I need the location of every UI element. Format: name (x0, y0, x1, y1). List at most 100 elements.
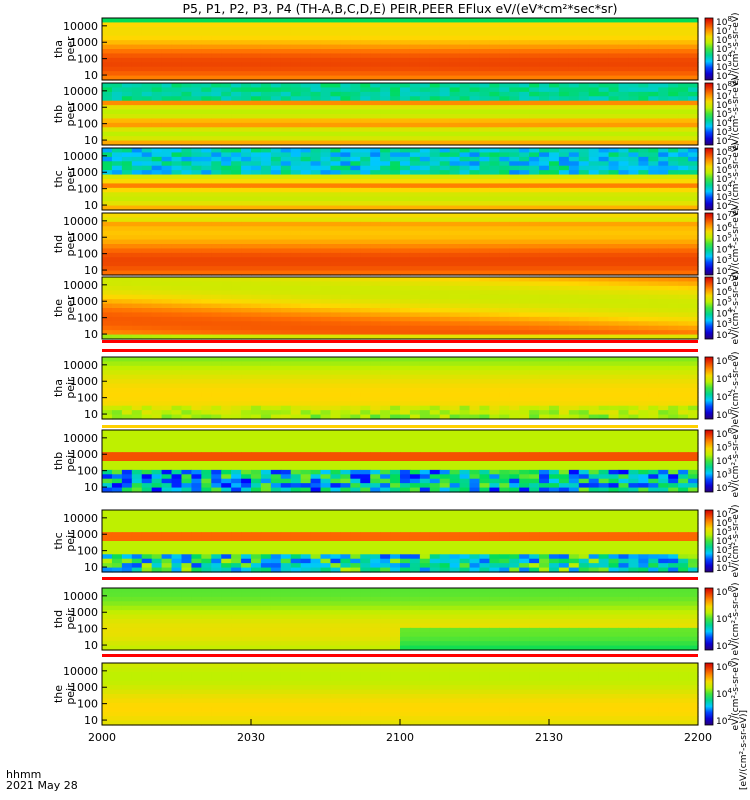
panel-label: thapeir (52, 377, 77, 399)
colorbar-tick-exponent: 5 (727, 107, 731, 115)
colorbar-label: eV/(cm²-s-sr-eV) (731, 504, 741, 577)
y-tick-label: 1000 (70, 231, 98, 244)
y-tick-label: 100 (77, 312, 98, 325)
y-tick-label: 10000 (63, 512, 98, 525)
colorbar-tick-exponent: 4 (727, 181, 732, 189)
colorbar-tick-exponent: 7 (727, 210, 731, 218)
panel-probe-label: thc (52, 170, 65, 187)
y-tick-label: 10000 (63, 665, 98, 678)
panel-the-peir: 10 100 1000 10000 thepeir 102 104 106 eV/(cm²-s-… (52, 657, 741, 730)
panel-thd-peir: 10 100 1000 10000 thdpeir 102 104 106 eV/(cm²-s-… (52, 582, 741, 655)
y-tick-label: 100 (77, 118, 98, 131)
panel-label: thepeer (52, 295, 77, 321)
y-tick-label: 10000 (63, 85, 98, 98)
panel-label: thdpeer (52, 231, 77, 257)
y-tick-label: 1000 (70, 166, 98, 179)
y-tick-label: 1000 (70, 295, 98, 308)
x-tick-label: 2100 (386, 731, 414, 744)
colorbar (704, 587, 714, 651)
panel-thc-peer: 10100100010000thcpeer1021031041051061071… (52, 142, 741, 215)
panel-frame (101, 82, 699, 146)
colorbar-tick-exponent: 4 (727, 306, 732, 314)
colorbar-tick-exponent: 4 (727, 454, 732, 462)
panel-probe-label: thb (52, 105, 65, 123)
panel-tha-peer: 10100100010000thapeer1021031041051061071… (52, 12, 741, 85)
y-tick-label: 10 (84, 199, 98, 212)
colorbar (704, 356, 714, 420)
colorbar-tick-exponent: 4 (727, 51, 732, 59)
panel-frame (101, 276, 699, 340)
colorbar-tick-exponent: 8 (727, 145, 731, 153)
y-tick-label: 10000 (63, 590, 98, 603)
panel-probe-label: thc (52, 532, 65, 549)
y-tick-label: 1000 (70, 101, 98, 114)
panel-frame (101, 356, 699, 420)
colorbar-tick-exponent: 3 (727, 190, 731, 198)
colorbar-tick-exponent: 6 (727, 221, 732, 229)
y-tick-label: 10 (84, 69, 98, 82)
colorbar (704, 429, 714, 493)
colorbar-tick-exponent: 2 (727, 328, 731, 336)
colorbar-tick-exponent: 2 (727, 264, 731, 272)
colorbar-tick-exponent: 2 (727, 390, 731, 398)
colorbar (704, 82, 714, 146)
colorbar-tick-exponent: 5 (727, 42, 731, 50)
data-gap-bar (102, 577, 698, 580)
plot-title: P5, P1, P2, P3, P4 (TH-A,B,C,D,E) PEIR,P… (182, 1, 618, 16)
y-tick-label: 10 (84, 134, 98, 147)
y-tick-label: 10000 (63, 279, 98, 292)
y-tick-label: 100 (77, 465, 98, 478)
colorbar-tick-exponent: 6 (727, 33, 732, 41)
colorbar-tick-exponent: 2 (727, 714, 731, 722)
colorbar-tick-exponent: 4 (727, 242, 732, 250)
panel-species-label: peir (64, 608, 77, 630)
panel-species-label: peer (64, 166, 77, 192)
colorbar-tick-exponent: 8 (727, 80, 731, 88)
colorbar-tick-exponent: 4 (727, 612, 732, 620)
colorbar-tick-exponent: 6 (727, 585, 732, 593)
colorbar (704, 662, 714, 726)
colorbar-label: eV/(cm²-s-sr-eV) (731, 582, 741, 655)
colorbar-unit-label: [eV/(cm²-s-sr-eV)] (739, 710, 749, 790)
panel-frame (101, 17, 699, 81)
panel-label: thdpeir (52, 608, 77, 630)
colorbar-tick-exponent: 7 (727, 89, 731, 97)
colorbar-tick-exponent: 3 (727, 125, 731, 133)
colorbar-tick-exponent: 4 (727, 116, 732, 124)
y-tick-label: 100 (77, 698, 98, 711)
colorbar-tick-label: 106 (716, 660, 732, 673)
y-tick-label: 10 (84, 408, 98, 421)
y-tick-label: 100 (77, 545, 98, 558)
colorbar-tick-label: 102 (716, 390, 732, 403)
y-tick-label: 10 (84, 481, 98, 494)
colorbar-tick-exponent: 5 (727, 172, 731, 180)
y-tick-label: 10 (84, 328, 98, 341)
colorbar-tick-exponent: 3 (727, 253, 731, 261)
colorbar-tick-exponent: 3 (727, 468, 731, 476)
colorbar-tick-exponent: 2 (727, 552, 731, 560)
y-tick-label: 10000 (63, 359, 98, 372)
y-tick-label: 1000 (70, 681, 98, 694)
colorbar (704, 276, 714, 340)
data-gap-bar (102, 654, 698, 657)
panel-species-label: peer (64, 36, 77, 62)
y-tick-label: 100 (77, 248, 98, 261)
data-gap-bar (102, 340, 698, 343)
colorbar (704, 212, 714, 276)
colorbar-tick-exponent: 4 (727, 534, 732, 542)
colorbar-tick-exponent: 6 (727, 660, 732, 668)
colorbar-tick-exponent: 2 (727, 134, 731, 142)
panel-probe-label: tha (52, 379, 65, 397)
y-tick-label: 100 (77, 53, 98, 66)
colorbar-tick-exponent: 3 (727, 317, 731, 325)
y-tick-label: 10000 (63, 20, 98, 33)
y-tick-label: 10 (84, 561, 98, 574)
colorbar-label: eV/(cm²-s-sr-eV) (731, 351, 741, 424)
colorbar-tick-label: 106 (716, 354, 732, 367)
y-tick-label: 10000 (63, 150, 98, 163)
colorbar-tick-exponent: 2 (727, 199, 731, 207)
panel-species-label: peir (64, 450, 77, 472)
colorbar-tick-exponent: 8 (727, 15, 731, 23)
